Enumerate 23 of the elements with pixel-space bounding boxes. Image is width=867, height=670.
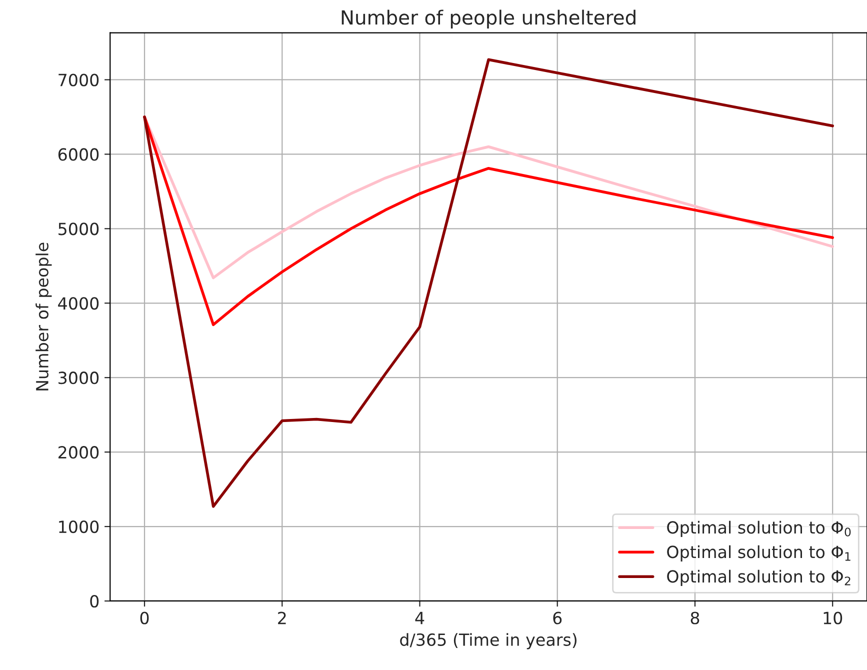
- x-axis-title: d/365 (Time in years): [400, 633, 576, 650]
- y-tick-label: 5000: [58, 222, 99, 236]
- line-series: [143, 116, 834, 326]
- line-series: [143, 58, 834, 508]
- x-tick-label: 10: [824, 612, 842, 624]
- x-tick-label: 6: [553, 612, 562, 624]
- x-tick-label: 4: [415, 612, 424, 624]
- chart-title: Number of people unsheltered: [342, 10, 636, 29]
- y-tick-label: 2000: [58, 446, 99, 459]
- y-tick-label: 3000: [58, 372, 99, 384]
- legend-label: Optimal solution to Φ$_{1}$: [667, 545, 850, 562]
- y-tick-label: 6000: [58, 148, 99, 161]
- line-series: [143, 116, 834, 280]
- y-axis-title: Number of people: [36, 242, 52, 390]
- y-tick-label: 0: [90, 594, 99, 608]
- y-tick-label: 4000: [58, 297, 99, 310]
- legend-label: Optimal solution to Φ$_{0}$: [667, 520, 851, 537]
- x-tick-label: 8: [690, 612, 700, 624]
- y-tick-label: 7000: [58, 74, 99, 86]
- legend-label: Optimal solution to Φ$_{2}$: [667, 570, 850, 586]
- y-tick-label: 1000: [59, 520, 99, 534]
- x-tick-label: 2: [278, 612, 286, 624]
- x-tick-label: 0: [140, 612, 149, 624]
